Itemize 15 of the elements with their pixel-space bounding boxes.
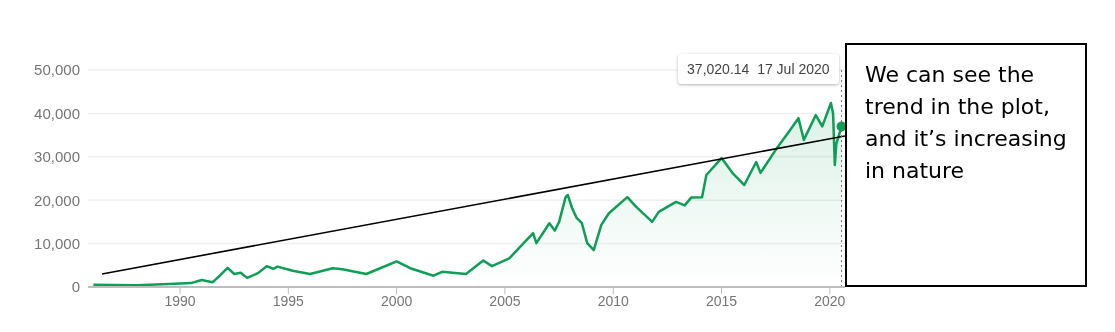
- y-tick-label: 0: [71, 278, 80, 296]
- x-tick-label: 2000: [381, 292, 413, 309]
- x-tick-label: 1990: [164, 292, 196, 309]
- x-tick-label: 2010: [597, 292, 630, 309]
- x-tick-label: 2020: [814, 292, 846, 309]
- y-tick-label: 20,000: [34, 191, 80, 209]
- y-tick-label: 50,000: [34, 61, 80, 79]
- y-tick-label: 30,000: [34, 148, 80, 166]
- x-tick-label: 2015: [705, 292, 738, 309]
- text: We can see the trend in the plot, and it’s increasing in nature: [845, 43, 1087, 287]
- y-tick-label: 10,000: [34, 234, 80, 252]
- x-tick-label: 2005: [489, 292, 521, 309]
- x-tick-label: 1995: [272, 292, 305, 309]
- annotation: 37,020.14 17 Jul 2020: [678, 54, 839, 84]
- y-tick-label: 40,000: [34, 104, 80, 122]
